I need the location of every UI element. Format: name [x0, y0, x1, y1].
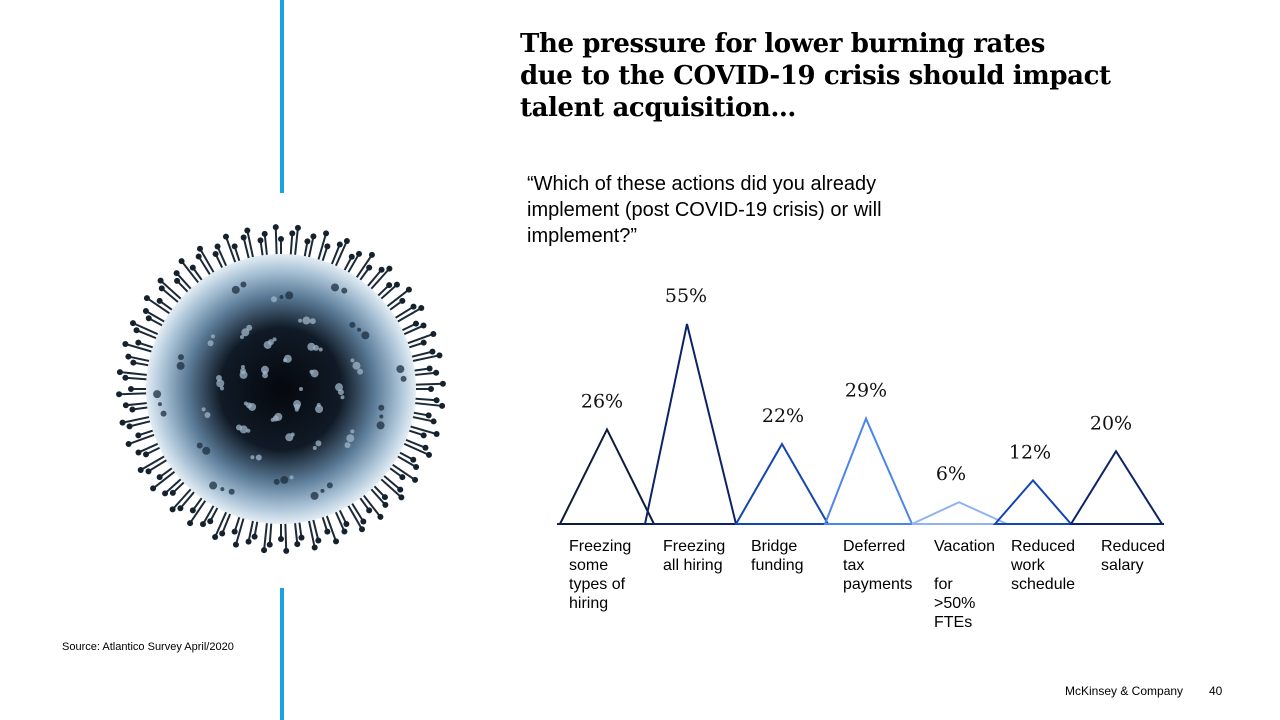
survey-question: “Which of these actions did you already … [527, 173, 882, 247]
slide-title: The pressure for lower burning rates due… [520, 29, 1111, 123]
category-label: Reduced salary [1101, 538, 1166, 574]
value-label: 55% [665, 285, 707, 307]
value-label: 12% [1009, 441, 1051, 463]
category-label: Freezing all hiring [663, 538, 726, 574]
triangle-mark [911, 501, 1008, 525]
triangle-mark [558, 427, 656, 525]
coronavirus-icon [116, 224, 446, 554]
page-number: 40 [1209, 684, 1223, 698]
category-label: Reduced work schedule [1011, 538, 1076, 593]
accent-line-top [280, 0, 284, 193]
value-label: 20% [1090, 412, 1132, 434]
triangle-mark [823, 415, 914, 525]
triangle-mark [734, 441, 830, 525]
triangle-mark [1069, 449, 1164, 525]
category-label: Freezing some types of hiring [569, 538, 632, 612]
value-label: 6% [936, 463, 966, 485]
value-label: 29% [845, 380, 887, 402]
triangle-mark [643, 323, 738, 525]
footer-company: McKinsey & Company [1065, 684, 1184, 698]
category-label: Vacation for >50% FTEs [934, 538, 996, 631]
value-label: 26% [581, 390, 623, 412]
category-label: Deferred tax payments [843, 538, 913, 593]
value-label: 22% [762, 405, 804, 427]
source-note: Source: Atlantico Survey April/2020 [62, 641, 234, 653]
triangle-mark [992, 478, 1074, 525]
accent-line-bottom [280, 588, 284, 720]
category-label: Bridge funding [751, 538, 804, 574]
